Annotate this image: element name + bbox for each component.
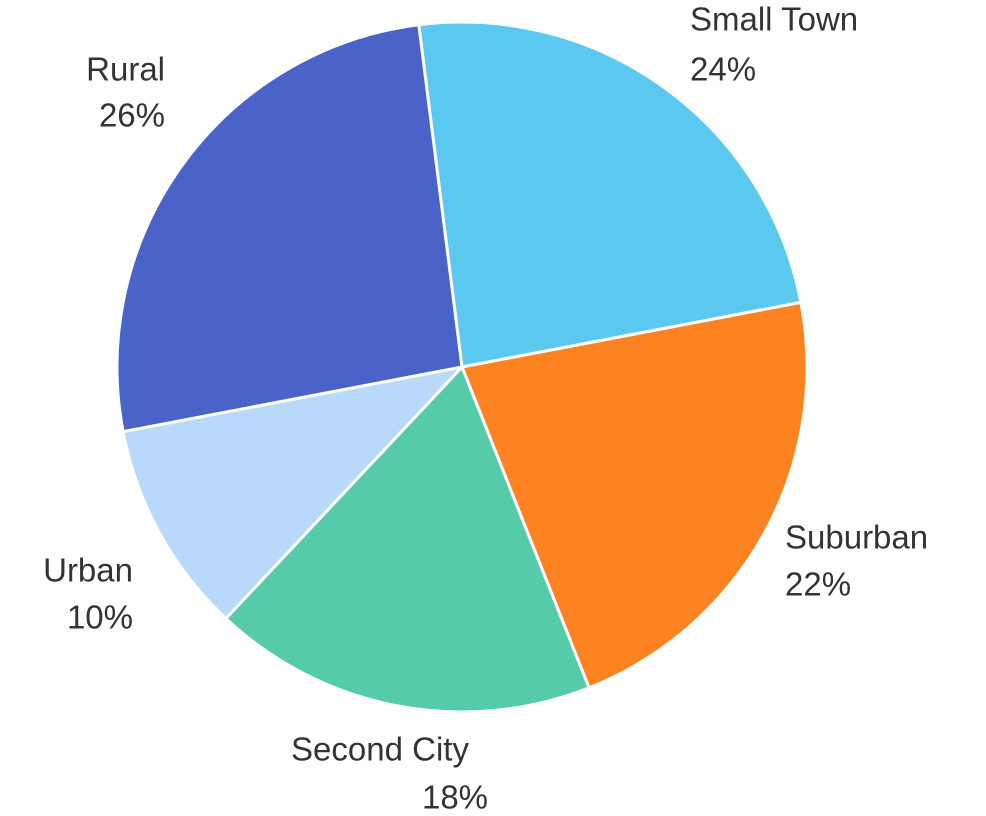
slice-value: 24% <box>690 51 756 88</box>
slice-label: Suburban <box>785 519 928 556</box>
slice-label: Rural <box>86 51 165 88</box>
pie-slice <box>223 364 591 714</box>
pie-slice <box>417 20 803 369</box>
slice-label: Small Town <box>690 1 858 38</box>
slice-value: 18% <box>422 779 488 816</box>
pie-slice <box>121 364 467 621</box>
slice-label: Second City <box>291 731 469 768</box>
slice-value: 22% <box>785 566 851 603</box>
pie-slice <box>459 300 809 690</box>
pie-slice <box>115 23 464 434</box>
slice-label: Urban <box>43 552 133 589</box>
slice-value: 26% <box>99 97 165 134</box>
slice-value: 10% <box>67 599 133 636</box>
